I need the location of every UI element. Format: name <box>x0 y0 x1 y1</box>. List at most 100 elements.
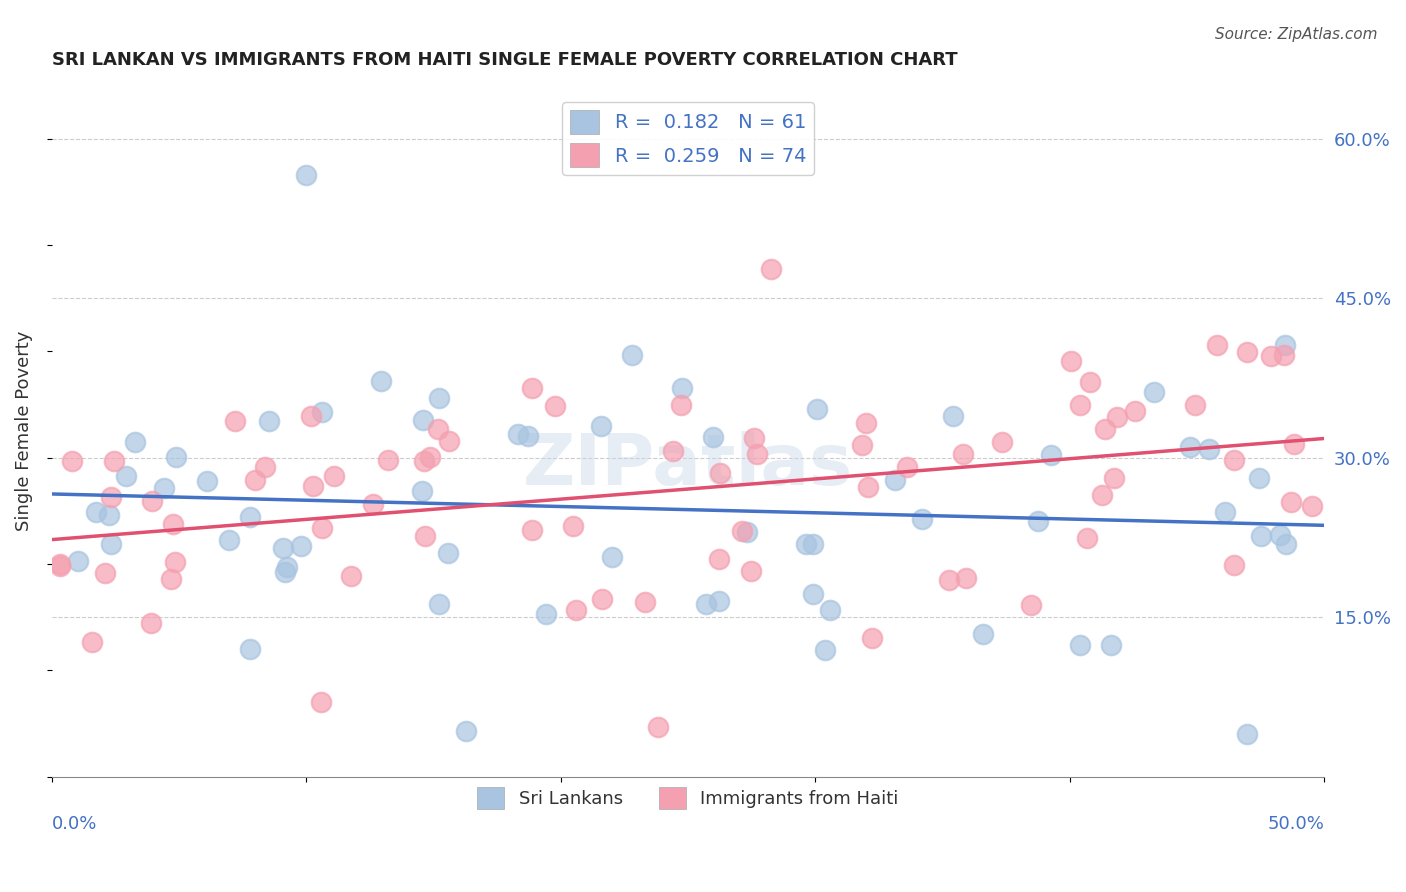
Point <box>165 450 187 464</box>
Point <box>695 597 717 611</box>
Point <box>1270 527 1292 541</box>
Point <box>1260 350 1282 364</box>
Point <box>1107 409 1129 424</box>
Point <box>1059 354 1081 368</box>
Point <box>311 405 333 419</box>
Point <box>634 595 657 609</box>
Point <box>740 565 762 579</box>
Point <box>1019 598 1042 612</box>
Point <box>1069 638 1091 652</box>
Point <box>662 443 685 458</box>
Point <box>520 381 543 395</box>
Point <box>411 484 433 499</box>
Point <box>1222 558 1244 572</box>
Point <box>163 555 186 569</box>
Point <box>709 594 731 608</box>
Point <box>564 602 586 616</box>
Point <box>1078 376 1101 390</box>
Point <box>245 473 267 487</box>
Point <box>139 615 162 630</box>
Point <box>439 434 461 448</box>
Point <box>49 557 72 571</box>
Point <box>427 391 450 405</box>
Point <box>1236 727 1258 741</box>
Point <box>737 525 759 540</box>
Point <box>1184 397 1206 411</box>
Point <box>991 434 1014 449</box>
Point <box>80 635 103 649</box>
Point <box>311 521 333 535</box>
Point <box>160 572 183 586</box>
Text: 50.0%: 50.0% <box>1267 814 1324 832</box>
Point <box>591 418 613 433</box>
Point <box>851 437 873 451</box>
Point <box>290 539 312 553</box>
Point <box>761 262 783 277</box>
Point <box>100 490 122 504</box>
Point <box>707 551 730 566</box>
Point <box>1213 505 1236 519</box>
Point <box>621 348 644 362</box>
Point <box>856 480 879 494</box>
Point <box>1069 398 1091 412</box>
Point <box>745 447 768 461</box>
Point <box>239 509 262 524</box>
Text: 0.0%: 0.0% <box>52 814 97 832</box>
Point <box>1094 422 1116 436</box>
Point <box>419 450 441 465</box>
Point <box>60 454 83 468</box>
Point <box>1274 338 1296 352</box>
Point <box>1180 440 1202 454</box>
Point <box>253 460 276 475</box>
Point <box>702 430 724 444</box>
Point <box>520 523 543 537</box>
Point <box>239 642 262 657</box>
Point <box>218 533 240 547</box>
Point <box>1076 531 1098 545</box>
Point <box>942 409 965 424</box>
Text: ZIPatlas: ZIPatlas <box>523 431 853 500</box>
Point <box>536 607 558 622</box>
Point <box>84 505 107 519</box>
Text: SRI LANKAN VS IMMIGRANTS FROM HAITI SINGLE FEMALE POVERTY CORRELATION CHART: SRI LANKAN VS IMMIGRANTS FROM HAITI SING… <box>52 51 957 69</box>
Point <box>427 597 450 611</box>
Point <box>1198 442 1220 457</box>
Point <box>1205 338 1227 352</box>
Point <box>820 603 842 617</box>
Point <box>427 422 450 436</box>
Point <box>1282 437 1305 451</box>
Point <box>1250 529 1272 543</box>
Point <box>257 414 280 428</box>
Point <box>413 529 436 543</box>
Point <box>309 695 332 709</box>
Point <box>274 565 297 579</box>
Point <box>972 627 994 641</box>
Point <box>794 537 817 551</box>
Point <box>299 409 322 423</box>
Point <box>437 546 460 560</box>
Point <box>1279 494 1302 508</box>
Point <box>1236 345 1258 359</box>
Point <box>591 592 613 607</box>
Point <box>911 512 934 526</box>
Point <box>412 413 434 427</box>
Point <box>1091 488 1114 502</box>
Point <box>506 427 529 442</box>
Point <box>100 537 122 551</box>
Point <box>276 560 298 574</box>
Point <box>1272 347 1295 361</box>
Y-axis label: Single Female Poverty: Single Female Poverty <box>15 331 32 532</box>
Point <box>669 398 692 412</box>
Point <box>370 374 392 388</box>
Point <box>195 474 218 488</box>
Point <box>806 401 828 416</box>
Point <box>114 469 136 483</box>
Point <box>814 643 837 657</box>
Point <box>66 554 89 568</box>
Point <box>295 169 318 183</box>
Point <box>517 429 540 443</box>
Point <box>340 569 363 583</box>
Point <box>1123 404 1146 418</box>
Point <box>952 447 974 461</box>
Point <box>730 524 752 539</box>
